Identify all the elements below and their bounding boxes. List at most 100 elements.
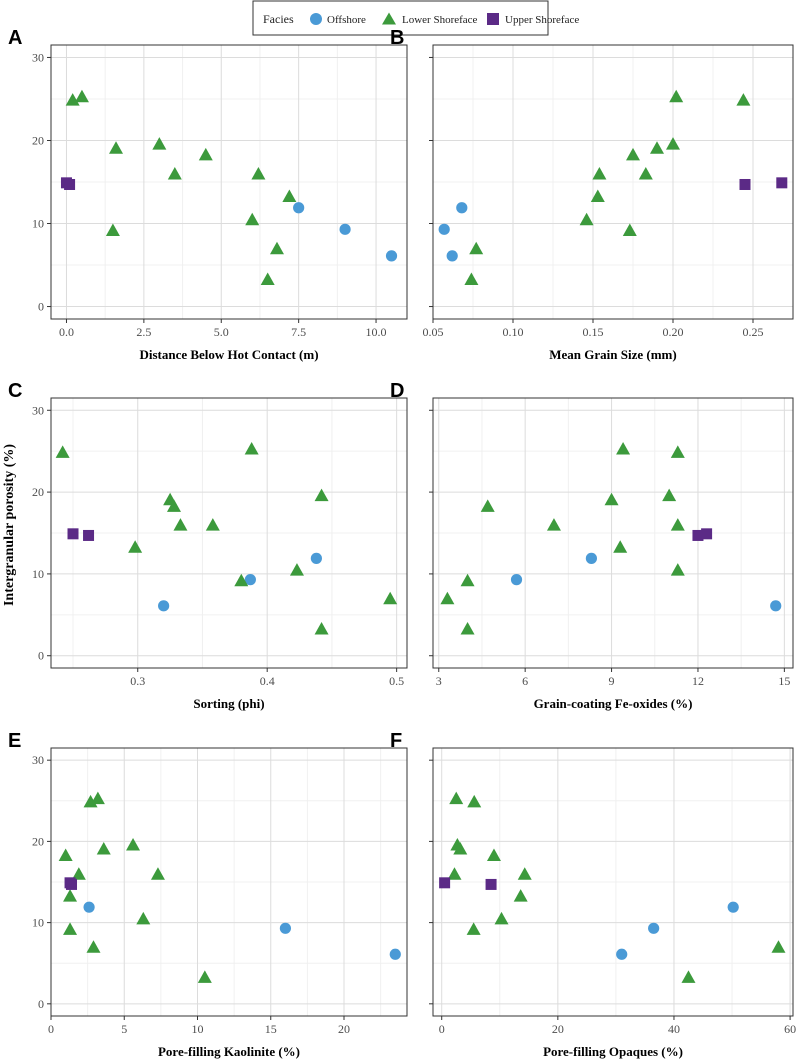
point-offshore — [510, 574, 523, 586]
point-offshore — [158, 600, 170, 612]
point-lower-shoreface — [383, 591, 398, 605]
point-offshore — [770, 600, 782, 612]
point-lower-shoreface — [460, 622, 475, 635]
point-lower-shoreface — [480, 499, 495, 512]
point-lower-shoreface — [166, 499, 181, 512]
y-tick-label: 20 — [32, 834, 44, 848]
point-offshore — [293, 202, 305, 214]
x-tick-label: 6 — [522, 674, 528, 688]
legend-lower-shoreface-marker — [382, 12, 396, 25]
point-lower-shoreface — [198, 147, 213, 161]
point-offshore — [456, 202, 468, 214]
point-lower-shoreface — [126, 837, 141, 851]
point-lower-shoreface — [467, 794, 482, 808]
x-tick-label: 0.05 — [423, 325, 444, 339]
point-upper-shoreface — [739, 178, 751, 190]
x-tick-label: 0.25 — [743, 325, 764, 339]
panel-a: 0.0 2.5 5.0 7.5 10.0 0 10 20 30 Distance Below Ho… — [8, 27, 408, 362]
point-lower-shoreface — [173, 518, 188, 531]
y-tick-label: 20 — [32, 133, 44, 147]
point-lower-shoreface — [71, 867, 86, 880]
plot-frame — [432, 747, 794, 1017]
point-lower-shoreface — [622, 223, 637, 236]
point-lower-shoreface — [289, 563, 304, 576]
x-axis-label: Mean Grain Size (mm) — [549, 347, 676, 362]
panel-c: 0.3 0.4 0.5 0 10 20 30 Sorting (phi) C — [8, 380, 408, 711]
point-lower-shoreface — [440, 591, 455, 605]
point-lower-shoreface — [105, 223, 120, 236]
point-lower-shoreface — [681, 970, 696, 983]
x-tick-label: 10 — [192, 1022, 204, 1036]
point-offshore — [585, 552, 598, 564]
x-tick-label: 5 — [121, 1022, 127, 1036]
point-lower-shoreface — [590, 189, 605, 202]
x-axis-label: Grain-coating Fe-oxides (%) — [534, 696, 693, 711]
point-lower-shoreface — [494, 911, 509, 925]
y-tick-label: 30 — [32, 753, 44, 767]
point-lower-shoreface — [197, 970, 212, 983]
panel-letter: B — [390, 27, 404, 49]
point-lower-shoreface — [670, 518, 685, 531]
plot-frame — [50, 44, 408, 320]
point-offshore — [339, 223, 351, 235]
y-tick-label: 20 — [32, 485, 44, 499]
x-tick-label: 40 — [668, 1022, 680, 1036]
panel-letter: F — [390, 730, 402, 752]
point-lower-shoreface — [96, 842, 111, 855]
legend-offshore-label: Offshore — [327, 14, 366, 26]
point-offshore — [648, 922, 660, 934]
point-lower-shoreface — [670, 445, 685, 458]
point-lower-shoreface — [486, 848, 501, 862]
legend-upper-shoreface-marker — [487, 13, 499, 25]
x-axis-label: Sorting (phi) — [193, 696, 264, 711]
point-lower-shoreface — [592, 167, 607, 180]
point-lower-shoreface — [167, 167, 182, 180]
x-tick-label: 0.3 — [130, 674, 145, 688]
x-tick-label: 0 — [48, 1022, 54, 1036]
x-tick-label: 0.10 — [503, 325, 524, 339]
point-lower-shoreface — [282, 189, 297, 202]
point-upper-shoreface — [66, 878, 78, 890]
plot-frame — [432, 44, 794, 320]
point-lower-shoreface — [251, 167, 266, 180]
x-axis-label: Pore-filling Opaques (%) — [543, 1044, 683, 1059]
point-lower-shoreface — [245, 212, 260, 226]
point-upper-shoreface — [64, 178, 76, 190]
y-tick-label: 0 — [38, 649, 44, 663]
point-lower-shoreface — [464, 272, 479, 285]
y-tick-label: 10 — [32, 217, 44, 231]
x-tick-label: 60 — [784, 1022, 796, 1036]
point-offshore — [385, 250, 398, 262]
point-upper-shoreface — [439, 877, 451, 889]
x-tick-label: 7.5 — [291, 325, 306, 339]
point-lower-shoreface — [453, 842, 468, 855]
point-lower-shoreface — [314, 622, 329, 635]
y-tick-label: 0 — [38, 300, 44, 314]
plot-frame — [50, 397, 408, 669]
y-tick-label: 10 — [32, 567, 44, 581]
point-lower-shoreface — [65, 93, 80, 106]
x-tick-label: 12 — [692, 674, 704, 688]
point-lower-shoreface — [269, 241, 284, 255]
point-lower-shoreface — [650, 141, 664, 154]
plot-frame — [432, 397, 794, 669]
point-offshore — [83, 901, 95, 913]
legend-lower-shoreface-label: Lower Shoreface — [402, 14, 478, 26]
plot-frame — [50, 747, 408, 1017]
panel-letter: A — [8, 27, 22, 49]
legend: Facies Offshore Lower Shoreface Upper Sh… — [252, 0, 579, 36]
panel-f: 0 20 40 60 Pore-filling Opaques (%) F — [390, 730, 796, 1059]
point-lower-shoreface — [205, 518, 220, 531]
point-lower-shoreface — [58, 848, 73, 862]
point-lower-shoreface — [150, 867, 165, 880]
point-offshore — [727, 901, 739, 913]
point-lower-shoreface — [579, 212, 594, 226]
point-offshore — [616, 948, 628, 960]
point-lower-shoreface — [109, 141, 124, 154]
point-offshore — [279, 922, 292, 934]
point-lower-shoreface — [449, 791, 464, 805]
x-tick-label: 10.0 — [366, 325, 387, 339]
x-tick-label: 0.0 — [59, 325, 74, 339]
